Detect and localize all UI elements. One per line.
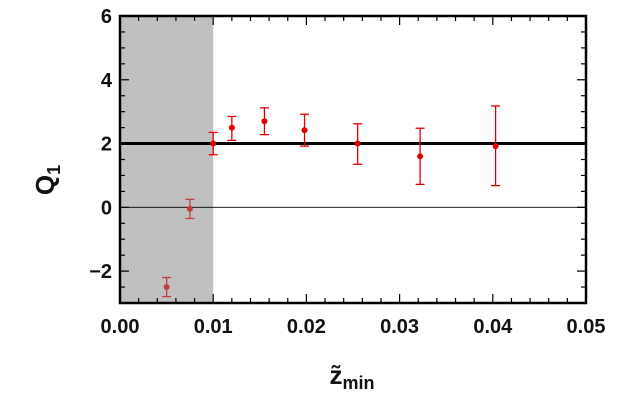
data-point: [261, 118, 268, 125]
data-point: [301, 127, 308, 134]
data-point: [492, 143, 499, 150]
data-point: [417, 153, 424, 160]
data-point: [163, 284, 170, 291]
data-point: [186, 205, 193, 212]
x-tick-label: 0.05: [567, 316, 606, 338]
data-point-group: [491, 105, 501, 187]
y-tick-label: 6: [101, 6, 112, 28]
x-axis-title: z̃min: [329, 360, 374, 393]
y-axis-title-main: Q: [30, 175, 60, 195]
y-tick-label: −2: [89, 261, 112, 283]
plot-area: [118, 14, 588, 305]
data-point: [228, 124, 235, 131]
data-point-group: [353, 123, 363, 165]
x-tick-label: 0.01: [194, 316, 233, 338]
data-point-group: [259, 107, 269, 136]
y-axis-ticks: −2 0 2 4 6: [89, 6, 586, 304]
data-point-group: [300, 113, 310, 147]
data-point-group: [185, 198, 195, 220]
data-point-group: [162, 276, 172, 298]
x-axis-title-sub: min: [342, 373, 374, 393]
y-axis-title-sub: 1: [44, 165, 64, 175]
data-point-group: [415, 127, 425, 186]
x-tick-label: 0.02: [287, 316, 326, 338]
x-axis-ticks: 0.00 0.01 0.02 0.03 0.04 0.05: [101, 16, 606, 338]
y-tick-label: 0: [101, 197, 112, 219]
data-point: [210, 140, 217, 147]
y-tick-label: 2: [101, 134, 112, 156]
data-point-group: [208, 131, 218, 156]
data-point: [354, 140, 361, 147]
x-axis-title-main: z̃: [329, 360, 342, 390]
y-axis-title: Q1: [30, 165, 64, 195]
y-tick-label: 4: [101, 70, 113, 92]
x-tick-label: 0.03: [380, 316, 419, 338]
shaded-region: [120, 16, 214, 303]
data-point-group: [227, 115, 237, 142]
x-tick-label: 0.04: [473, 316, 513, 338]
x-tick-label: 0.00: [101, 316, 140, 338]
